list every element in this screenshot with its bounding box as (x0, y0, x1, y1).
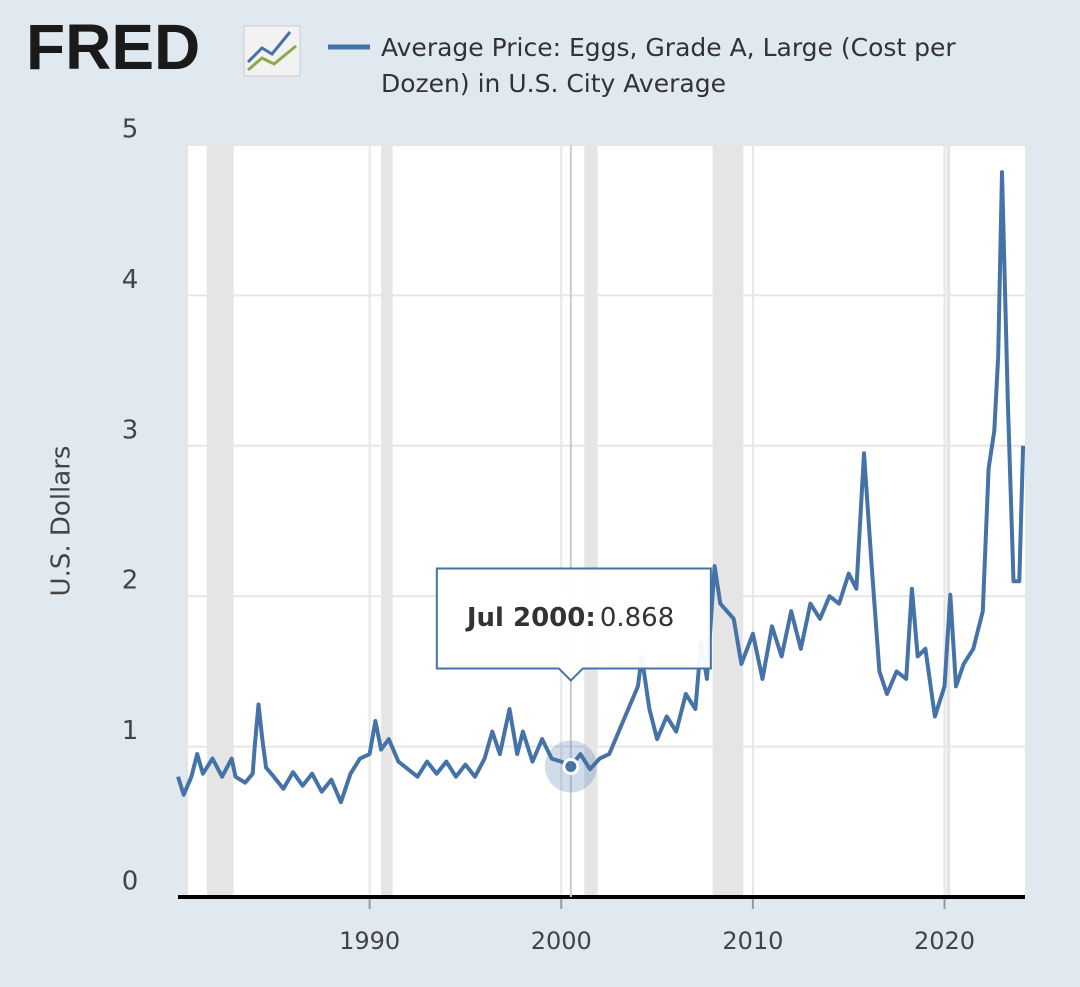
x-tick-label: 1990 (339, 927, 400, 955)
x-tick-label: 2010 (722, 927, 783, 955)
x-tick-label: 2000 (531, 927, 592, 955)
logo-icon (243, 25, 301, 77)
y-tick-label: 2 (122, 566, 139, 596)
y-tick-label: 5 (122, 115, 139, 145)
recession-band (584, 145, 598, 897)
recession-band (946, 145, 951, 897)
tooltip-value: 0.868 (600, 603, 674, 633)
recession-band (206, 145, 234, 897)
hover-point (562, 757, 580, 775)
tooltip-label: Jul 2000: (465, 603, 596, 633)
plot-area (185, 145, 1025, 897)
recession-band (381, 145, 393, 897)
y-axis-label: U.S. Dollars (47, 446, 77, 597)
tooltip-box (435, 567, 712, 682)
recession-band (712, 145, 744, 897)
legend-text: Average Price: Eggs, Grade A, Large (Cos… (381, 33, 956, 98)
y-tick-label: 1 (122, 716, 139, 746)
y-tick-label: 0 (122, 867, 139, 897)
data-line (176, 170, 1026, 805)
y-tick-label: 3 (122, 415, 139, 445)
y-tick-label: 4 (122, 265, 139, 295)
logo: FRED (26, 11, 200, 83)
recession-band (185, 145, 188, 897)
x-tick-label: 2020 (914, 927, 975, 955)
